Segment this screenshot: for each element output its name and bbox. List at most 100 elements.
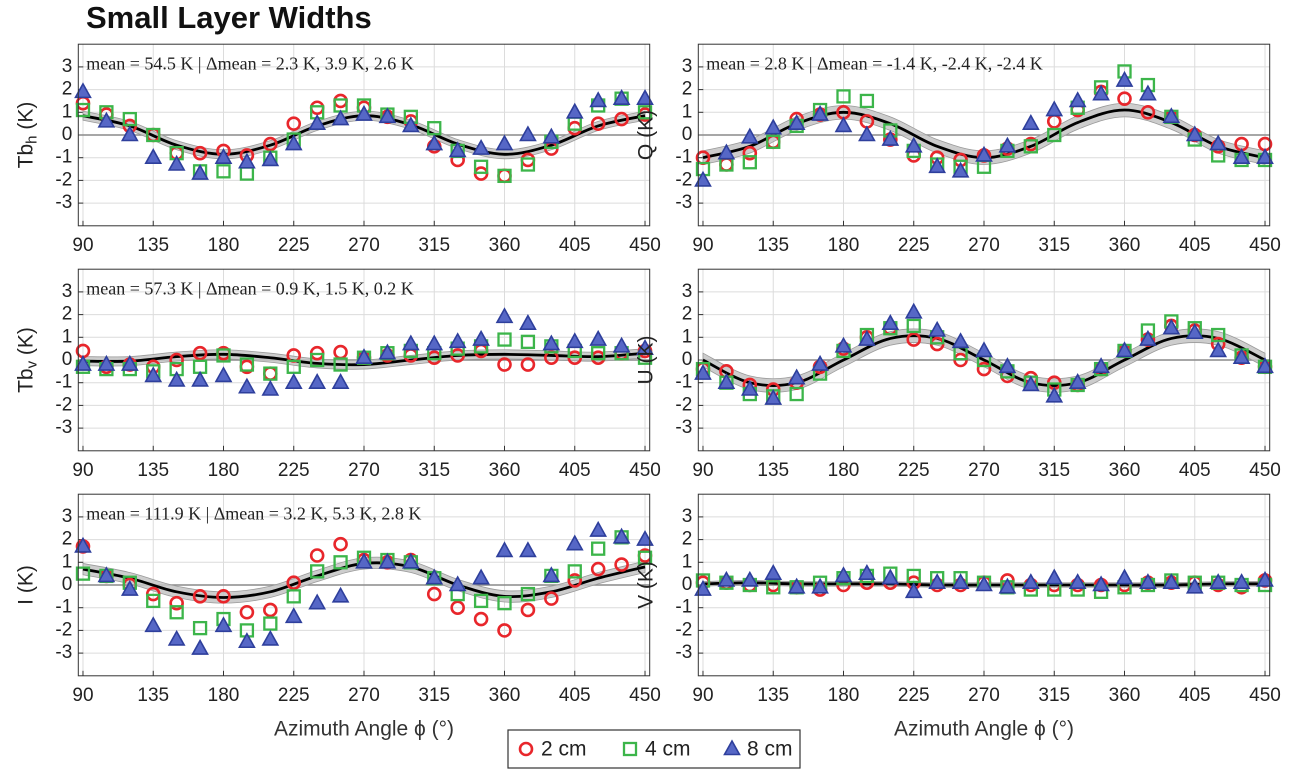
plot-frame [77, 43, 651, 227]
marker-triangle [1092, 575, 1110, 592]
marker-triangle [975, 575, 993, 592]
marker-triangle [191, 163, 209, 180]
y-tick-label: 3 [682, 281, 693, 302]
marker-triangle [834, 566, 853, 583]
marker-triangle [834, 336, 853, 353]
marker-triangle [858, 329, 876, 346]
y-tick-label: -1 [675, 372, 692, 393]
marker-triangle [740, 379, 759, 396]
marker-triangle [1232, 348, 1251, 365]
x-tick-label: 315 [418, 460, 450, 481]
marker-circle [1117, 91, 1132, 106]
marker-circle [263, 602, 278, 618]
marker-triangle [97, 354, 116, 371]
x-axis-label: Azimuth Angle ϕ (°) [894, 717, 1074, 740]
y-tick-label: 3 [682, 506, 693, 527]
marker-square [122, 111, 137, 127]
y-tick-label: 0 [682, 574, 693, 595]
marker-triangle [495, 134, 514, 151]
marker-triangle [284, 607, 303, 624]
marker-triangle [717, 373, 736, 389]
marker-square [216, 348, 231, 363]
plot-frame [77, 268, 651, 452]
y-tick-label: -1 [55, 597, 72, 618]
y-tick-label: -2 [55, 394, 72, 415]
marker-triangle [565, 102, 584, 119]
y-tick-label: 3 [62, 56, 73, 77]
marker-triangle [355, 104, 373, 121]
marker-square [310, 352, 325, 368]
x-tick-label: 90 [692, 235, 713, 256]
marker-square [427, 121, 442, 136]
y-label-subscript: v [23, 360, 40, 368]
marker-triangle [1209, 573, 1228, 590]
marker-triangle [261, 379, 280, 396]
marker-triangle [1115, 568, 1134, 585]
marker-triangle [612, 89, 631, 105]
marker-triangle [74, 536, 92, 553]
marker-triangle [881, 314, 900, 330]
marker-triangle [764, 564, 783, 580]
figure-title: Small Layer Widths [86, 0, 372, 35]
marker-triangle [1045, 100, 1064, 117]
marker-triangle [144, 148, 163, 164]
annotation: mean = 111.9 K | Δmean = 3.2 K, 5.3 K, 2… [86, 503, 421, 523]
marker-circle [309, 548, 325, 563]
y-label-text: I (K) [14, 565, 37, 605]
marker-square [497, 596, 512, 611]
marker-circle [567, 573, 583, 588]
plot-frame [77, 493, 651, 677]
marker-circle [544, 591, 559, 606]
marker-square [766, 580, 781, 595]
marker-triangle [1045, 386, 1064, 403]
marker-triangle [717, 143, 736, 160]
x-tick-label: 225 [898, 460, 930, 481]
y-tick-label: 3 [62, 506, 73, 527]
x-tick-label: 315 [418, 685, 450, 706]
x-tick-label: 135 [757, 235, 789, 256]
x-tick-label: 135 [757, 460, 789, 481]
marker-circle [473, 611, 489, 627]
x-tick-label: 360 [1109, 235, 1141, 256]
legend-box [507, 729, 801, 769]
marker-triangle [191, 638, 209, 655]
marker-triangle [97, 111, 116, 128]
x-tick-label: 360 [1109, 460, 1141, 481]
marker-triangle [261, 150, 280, 167]
marker-circle [192, 345, 208, 361]
marker-triangle [378, 552, 397, 569]
marker-circle [192, 589, 208, 604]
y-label-text: Tb [14, 368, 37, 393]
marker-triangle [881, 129, 900, 146]
x-tick-label: 180 [828, 460, 860, 481]
x-tick-label: 90 [692, 460, 713, 481]
x-tick-label: 450 [629, 685, 661, 706]
marker-triangle [740, 127, 759, 144]
y-tick-label: 1 [62, 326, 73, 347]
marker-circle [1140, 105, 1156, 120]
marker-circle [906, 332, 922, 347]
y-tick-label: 1 [62, 101, 73, 122]
marker-triangle [519, 125, 537, 142]
marker-circle [263, 136, 278, 152]
marker-triangle [144, 366, 163, 383]
marker-square [169, 605, 184, 620]
marker-triangle [355, 552, 373, 569]
marker-square [637, 105, 653, 120]
marker-triangle [951, 161, 970, 178]
y-axis-label: Q (K) [634, 110, 657, 160]
marker-triangle [519, 541, 537, 558]
x-tick-label: 315 [1038, 685, 1070, 706]
legend-label: 4 cm [645, 738, 691, 761]
marker-triangle [1256, 148, 1274, 164]
x-tick-label: 180 [208, 460, 240, 481]
x-tick-label: 135 [757, 685, 789, 706]
marker-triangle [1068, 573, 1087, 590]
marker-triangle [401, 552, 420, 569]
marker-square [146, 593, 161, 609]
fit-band [82, 556, 646, 604]
marker-square [622, 741, 638, 757]
marker-triangle [565, 534, 584, 551]
x-tick-label: 360 [489, 235, 521, 256]
marker-triangle [951, 332, 970, 349]
